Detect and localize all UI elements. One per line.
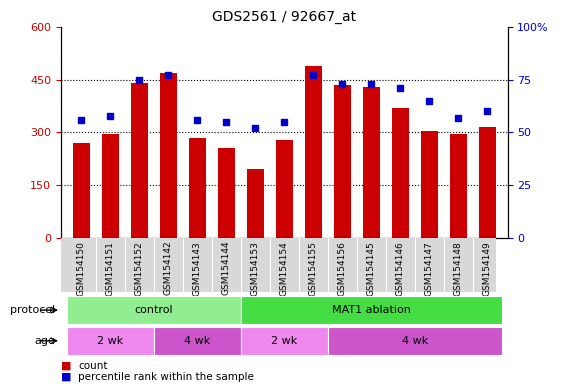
Bar: [154, 327, 241, 355]
Text: GSM154145: GSM154145: [367, 241, 376, 296]
Text: GSM154147: GSM154147: [425, 241, 434, 296]
Bar: [67, 327, 154, 355]
Text: ■: ■: [61, 372, 71, 382]
Bar: [218, 148, 235, 238]
Text: GSM154144: GSM154144: [222, 241, 231, 295]
Bar: [241, 296, 502, 324]
Text: GSM154155: GSM154155: [309, 241, 318, 296]
Title: GDS2561 / 92667_at: GDS2561 / 92667_at: [212, 10, 356, 25]
Text: GSM154149: GSM154149: [483, 241, 492, 296]
Text: GSM154142: GSM154142: [164, 241, 173, 295]
Bar: [392, 108, 409, 238]
Text: 4 wk: 4 wk: [401, 336, 428, 346]
Bar: [102, 134, 119, 238]
Text: 2 wk: 2 wk: [271, 336, 298, 346]
Text: GSM154146: GSM154146: [396, 241, 405, 296]
Text: protocol: protocol: [10, 305, 55, 315]
Bar: [67, 296, 241, 324]
Text: control: control: [135, 305, 173, 315]
Bar: [72, 143, 90, 238]
Bar: [241, 327, 328, 355]
Text: GSM154151: GSM154151: [106, 241, 115, 296]
Bar: [246, 169, 264, 238]
Text: 4 wk: 4 wk: [184, 336, 211, 346]
Bar: [334, 85, 351, 238]
Text: GSM154156: GSM154156: [338, 241, 347, 296]
Text: GSM154154: GSM154154: [280, 241, 289, 296]
Bar: [328, 327, 502, 355]
Text: 2 wk: 2 wk: [97, 336, 124, 346]
Text: GSM154148: GSM154148: [454, 241, 463, 296]
Text: GSM154150: GSM154150: [77, 241, 86, 296]
Bar: [450, 134, 467, 238]
Text: age: age: [34, 336, 55, 346]
Bar: [276, 139, 293, 238]
Text: MAT1 ablation: MAT1 ablation: [332, 305, 411, 315]
Bar: [160, 73, 177, 238]
Text: percentile rank within the sample: percentile rank within the sample: [78, 372, 254, 382]
Bar: [362, 87, 380, 238]
Bar: [188, 138, 206, 238]
Text: GSM154152: GSM154152: [135, 241, 144, 296]
Bar: [420, 131, 438, 238]
Bar: [304, 66, 322, 238]
Text: GSM154153: GSM154153: [251, 241, 260, 296]
Bar: [478, 127, 496, 238]
Bar: [130, 83, 148, 238]
Text: GSM154143: GSM154143: [193, 241, 202, 296]
Text: count: count: [78, 361, 108, 371]
Text: ■: ■: [61, 361, 71, 371]
